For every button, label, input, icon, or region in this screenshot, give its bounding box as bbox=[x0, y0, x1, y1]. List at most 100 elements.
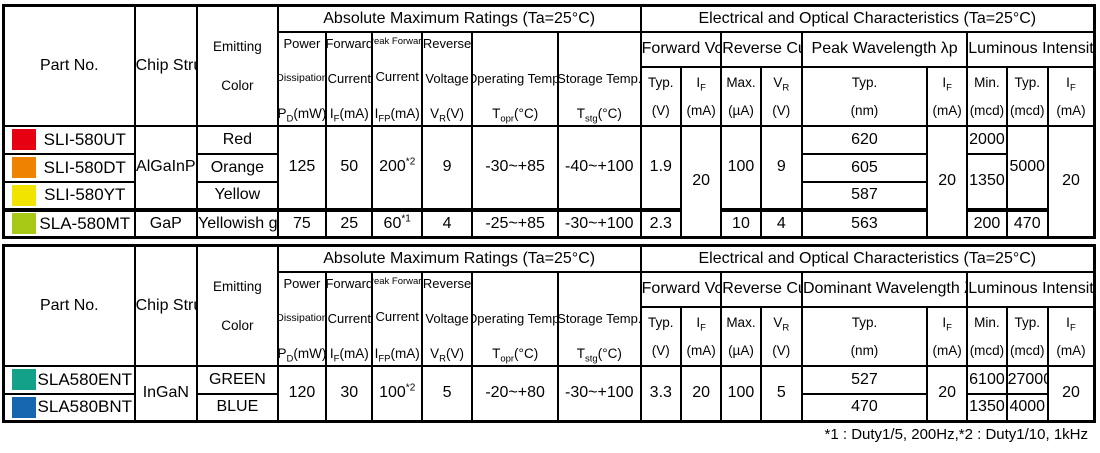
value-wavelength: 587 bbox=[800, 180, 928, 211]
subcol-vf-if: IF (mA) bbox=[679, 65, 723, 127]
col-header-peak-forward-current: Peak Forward Current IFP(mA) bbox=[371, 270, 423, 367]
subcol-li-min: Min. (mcd) bbox=[966, 305, 1008, 367]
amr-title: Absolute Maximum Ratings (Ta=25°C) bbox=[276, 4, 642, 33]
col-header-power-dissipation: Power Dissipation PD(mW) bbox=[276, 270, 328, 367]
emitting-color-header: Emitting Color bbox=[196, 4, 279, 127]
col-header-storage-temp: Storage Temp. Tstg(°C) bbox=[556, 270, 642, 367]
col-header-reverse-voltage: Reverse Voltage VR(V) bbox=[420, 270, 474, 367]
subcol-li-if: IF (mA) bbox=[1046, 305, 1096, 367]
color-swatch-red bbox=[12, 129, 36, 150]
emitting-color-value: GREEN bbox=[196, 364, 279, 395]
value-li-typ: 470 bbox=[1005, 207, 1049, 239]
value-vr: 9 bbox=[420, 124, 474, 211]
value-wl-if: 20 bbox=[925, 124, 969, 239]
value-vr: 4 bbox=[420, 207, 474, 239]
value-pd: 75 bbox=[276, 207, 328, 239]
table-row: SLI-580UT AlGaInP Red 125 50 200*2 9 -30… bbox=[2, 124, 1096, 239]
subcol-vf-typ: Typ. (V) bbox=[639, 305, 682, 367]
part-no-cell: SLA-580MT bbox=[2, 207, 136, 239]
part-no: SLI-580DT bbox=[43, 157, 126, 177]
part-no-cell: SLI-580UT bbox=[2, 124, 136, 155]
value-ir-vr: 5 bbox=[759, 364, 803, 423]
emitting-color-line2: Color bbox=[221, 77, 254, 93]
value-wavelength: 563 bbox=[800, 207, 928, 239]
value-if: 50 bbox=[325, 124, 374, 211]
subcol-vf-if: IF (mA) bbox=[679, 305, 723, 367]
value-vf-typ: 3.3 bbox=[639, 364, 682, 423]
value-vf-typ: 2.3 bbox=[639, 207, 682, 239]
emitting-color-value: Red bbox=[196, 124, 279, 155]
chip-structure-value: InGaN bbox=[133, 364, 199, 423]
emitting-color-line2: Color bbox=[221, 317, 254, 333]
subcol-wl-if: IF (mA) bbox=[925, 305, 969, 367]
value-vf-typ: 1.9 bbox=[639, 124, 682, 211]
subcol-li-typ: Typ. (mcd) bbox=[1005, 65, 1049, 127]
part-no-cell: SLA580ENT bbox=[2, 364, 136, 395]
value-ifp: 60*1 bbox=[371, 207, 423, 239]
value-topr: -20~+80 bbox=[471, 364, 559, 423]
value-li-if: 20 bbox=[1046, 124, 1096, 239]
value-li-typ: 4000 bbox=[1005, 392, 1049, 423]
subcol-ir-vr: VR (V) bbox=[759, 305, 803, 367]
emitting-color-line1: Emitting bbox=[213, 278, 262, 294]
led-spec-table-bottom: Part No. Chip Structure Emitting Color A… bbox=[2, 244, 1096, 423]
part-no: SLA580ENT bbox=[37, 369, 133, 389]
group-header-dominant-wavelength: Dominant Wavelength λD bbox=[800, 270, 969, 308]
value-li-min: 1350 bbox=[966, 392, 1008, 423]
value-pd: 125 bbox=[276, 124, 328, 211]
eoc-title: Electrical and Optical Characteristics (… bbox=[639, 244, 1096, 273]
group-header-peak-wavelength: Peak Wavelength λp bbox=[800, 30, 969, 68]
part-no: SLI-580UT bbox=[43, 129, 126, 149]
col-header-peak-forward-current: Peak Forward Current IFP(mA) bbox=[371, 30, 423, 127]
value-ir-max: 100 bbox=[720, 124, 762, 211]
value-wavelength: 620 bbox=[800, 124, 928, 155]
group-header-forward-voltage: Forward Voltage VF bbox=[639, 30, 723, 68]
part-no: SLA580BNT bbox=[37, 397, 133, 417]
emitting-color-value: Orange bbox=[196, 152, 279, 183]
color-swatch-orange bbox=[12, 157, 36, 178]
table-row: SLA580BNT BLUE 470 1350 4000 bbox=[2, 392, 1095, 423]
chip-structure-header: Chip Structure bbox=[133, 244, 199, 367]
table-row: SLI-580YT Yellow 587 bbox=[2, 180, 1095, 211]
col-header-forward-current: Forward Current IF(mA) bbox=[325, 30, 374, 127]
part-no-cell: SLI-580YT bbox=[2, 180, 136, 211]
part-no-cell: SLA580BNT bbox=[2, 392, 136, 423]
value-li-typ: 27000 bbox=[1005, 364, 1049, 395]
emitting-color-line1: Emitting bbox=[213, 38, 262, 54]
col-header-power-dissipation: Power Dissipation PD(mW) bbox=[276, 30, 328, 127]
subcol-wl-if: IF (mA) bbox=[925, 65, 969, 127]
value-vf-if: 20 bbox=[679, 124, 723, 239]
part-no-cell: SLI-580DT bbox=[2, 152, 136, 183]
value-wavelength: 527 bbox=[800, 364, 928, 395]
value-li-min: 6100 bbox=[966, 364, 1008, 395]
subcol-wl-typ: Typ. (nm) bbox=[800, 305, 928, 367]
footnote: *1 : Duty1/5, 200Hz,*2 : Duty1/10, 1kHz bbox=[824, 426, 1088, 443]
part-no-header: Part No. bbox=[2, 244, 136, 367]
group-header-reverse-current: Reverse Current IR bbox=[720, 30, 803, 68]
value-tstg: -30~+100 bbox=[556, 364, 642, 423]
table-row: SLA580ENT InGaN GREEN 120 30 100*2 5 -20… bbox=[2, 364, 1096, 423]
value-if: 25 bbox=[325, 207, 374, 239]
subcol-ir-vr: VR (V) bbox=[759, 65, 803, 127]
col-header-reverse-voltage: Reverse Voltage VR(V) bbox=[420, 30, 474, 127]
value-vr: 5 bbox=[420, 364, 474, 423]
subcol-vf-typ: Typ. (V) bbox=[639, 65, 682, 127]
emitting-color-value: BLUE bbox=[196, 392, 279, 423]
subcol-li-if: IF (mA) bbox=[1046, 65, 1096, 127]
value-ir-max: 10 bbox=[720, 207, 762, 239]
value-if: 30 bbox=[325, 364, 374, 423]
value-wl-if: 20 bbox=[925, 364, 969, 423]
group-header-reverse-current: Reverse Current IR bbox=[720, 270, 803, 308]
subcol-li-min: Min. (mcd) bbox=[966, 65, 1008, 127]
value-li-typ: 5000 bbox=[1005, 124, 1049, 211]
color-swatch-yellowish-green bbox=[12, 213, 36, 235]
group-header-luminous-intensity: Luminous Intensity IV bbox=[966, 30, 1096, 68]
chip-structure-value: AlGaInP bbox=[133, 124, 199, 211]
chip-structure-header: Chip Structure bbox=[133, 4, 199, 127]
part-no-header: Part No. bbox=[2, 4, 136, 127]
subcol-li-typ: Typ. (mcd) bbox=[1005, 305, 1049, 367]
value-li-min: 1350 bbox=[966, 152, 1008, 211]
value-topr: -30~+85 bbox=[471, 124, 559, 211]
value-wavelength: 605 bbox=[800, 152, 928, 183]
table-row: SLI-580DT Orange 605 1350 bbox=[2, 152, 1095, 211]
